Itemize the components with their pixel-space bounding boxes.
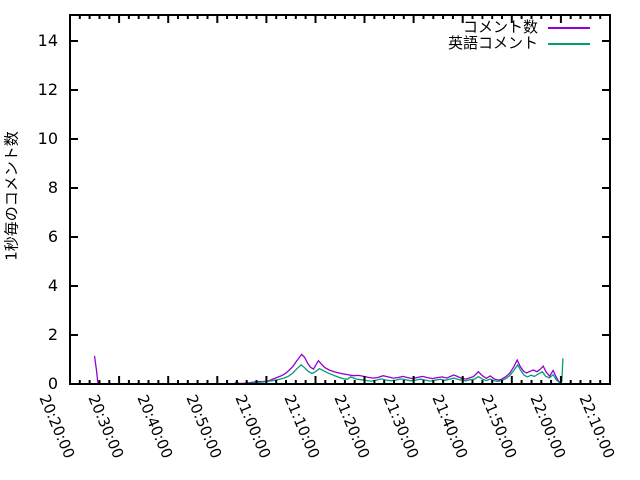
y-tick-label: 4 bbox=[47, 275, 58, 295]
y-tick-label: 14 bbox=[37, 30, 58, 50]
y-tick-label: 8 bbox=[47, 177, 58, 197]
legend-label-comment-count: コメント数 bbox=[462, 18, 538, 36]
axis-ticks bbox=[69, 15, 611, 385]
y-tick-label: 2 bbox=[47, 324, 58, 344]
y-tick-label: 10 bbox=[37, 128, 58, 148]
legend-label-english-comment: 英語コメント bbox=[447, 34, 538, 52]
y-tick-label: 6 bbox=[47, 226, 58, 246]
y-tick-label: 0 bbox=[47, 374, 58, 393]
series-line-0 bbox=[93, 353, 561, 385]
y-tick-label: 12 bbox=[37, 79, 58, 99]
legend-line-sample-green bbox=[548, 42, 590, 45]
legend-line-sample-purple bbox=[548, 26, 590, 29]
series-line-1 bbox=[234, 358, 564, 385]
legend-item-english-comment: 英語コメント bbox=[448, 36, 590, 51]
legend-item-comment-count: コメント数 bbox=[448, 20, 590, 35]
plot-border bbox=[69, 14, 611, 385]
legend: コメント数 英語コメント bbox=[448, 20, 590, 52]
